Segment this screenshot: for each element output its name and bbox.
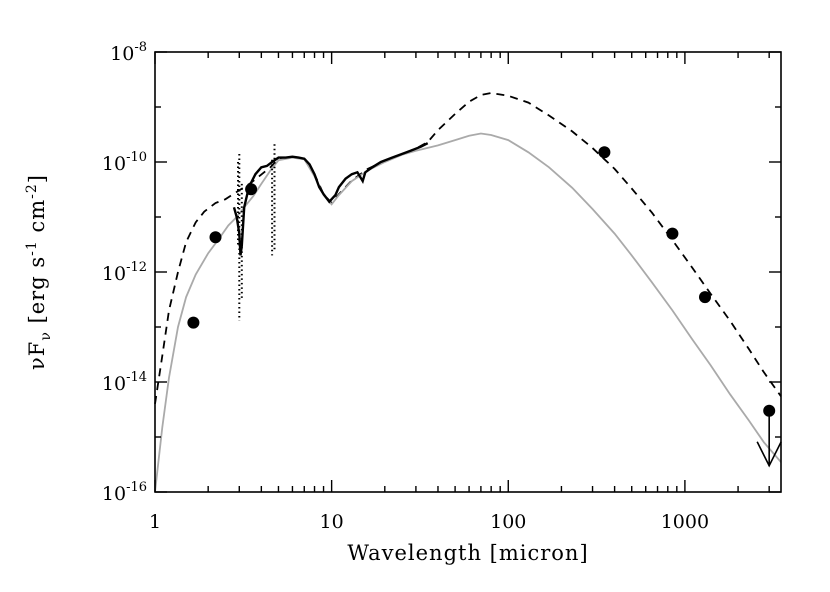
y-tick-exponent: -10 (126, 150, 147, 165)
photometry-point-1 (209, 231, 222, 244)
upper-limit-arrowhead (756, 441, 782, 468)
photometry-point-2 (245, 183, 258, 196)
y-tick-label: 10-10 (102, 150, 147, 175)
y-title-unit-mid: cm (25, 199, 49, 240)
y-tick-base: 10 (102, 263, 126, 285)
y-tick-exponent: -12 (126, 260, 147, 275)
x-tick-label: 1 (149, 511, 161, 533)
photometry-point-5 (699, 291, 711, 304)
series-layer (154, 92, 782, 493)
photometry-point-0 (187, 316, 200, 329)
y-title-sup2: -2 (24, 183, 40, 199)
y-tick-base: 10 (102, 153, 126, 175)
photometry-point-4 (666, 227, 679, 240)
y-tick-label: 10-12 (102, 260, 147, 285)
y-tick-label: 10-16 (102, 480, 147, 505)
y-tick-label: 10-14 (102, 370, 147, 395)
y-tick-base: 10 (102, 483, 126, 505)
y-tick-base: 10 (110, 43, 134, 65)
x-tick-labels: 1 10 100 1000 (149, 511, 709, 533)
plot-frame (154, 51, 782, 493)
y-title-sup1: -1 (24, 240, 40, 256)
y-title-prefix: νF (25, 341, 49, 370)
y-tick-base: 10 (102, 373, 126, 395)
x-tick-label: 10 (320, 511, 344, 533)
marker-layer (187, 146, 782, 468)
y-tick-label: 10-8 (110, 40, 147, 65)
dashed-model-line (154, 92, 782, 405)
x-tick-label: 1000 (661, 511, 709, 533)
tick-layer (154, 51, 781, 493)
y-tick-exponent: -16 (126, 480, 147, 495)
y-tick-exponent: -14 (126, 370, 147, 385)
y-title-unit-close: ] (25, 174, 49, 183)
y-title-subscript: ν (38, 331, 54, 341)
photometry-point-3 (598, 146, 611, 159)
x-tick-label: 100 (490, 511, 526, 533)
y-tick-exponent: -8 (134, 40, 147, 55)
y-axis-title: νFν [erg s-1 cm-2] (24, 174, 54, 370)
y-title-unit-open: [erg s (25, 256, 49, 331)
spectrum-line (232, 142, 429, 256)
x-axis-title: Wavelength [micron] (347, 541, 588, 565)
